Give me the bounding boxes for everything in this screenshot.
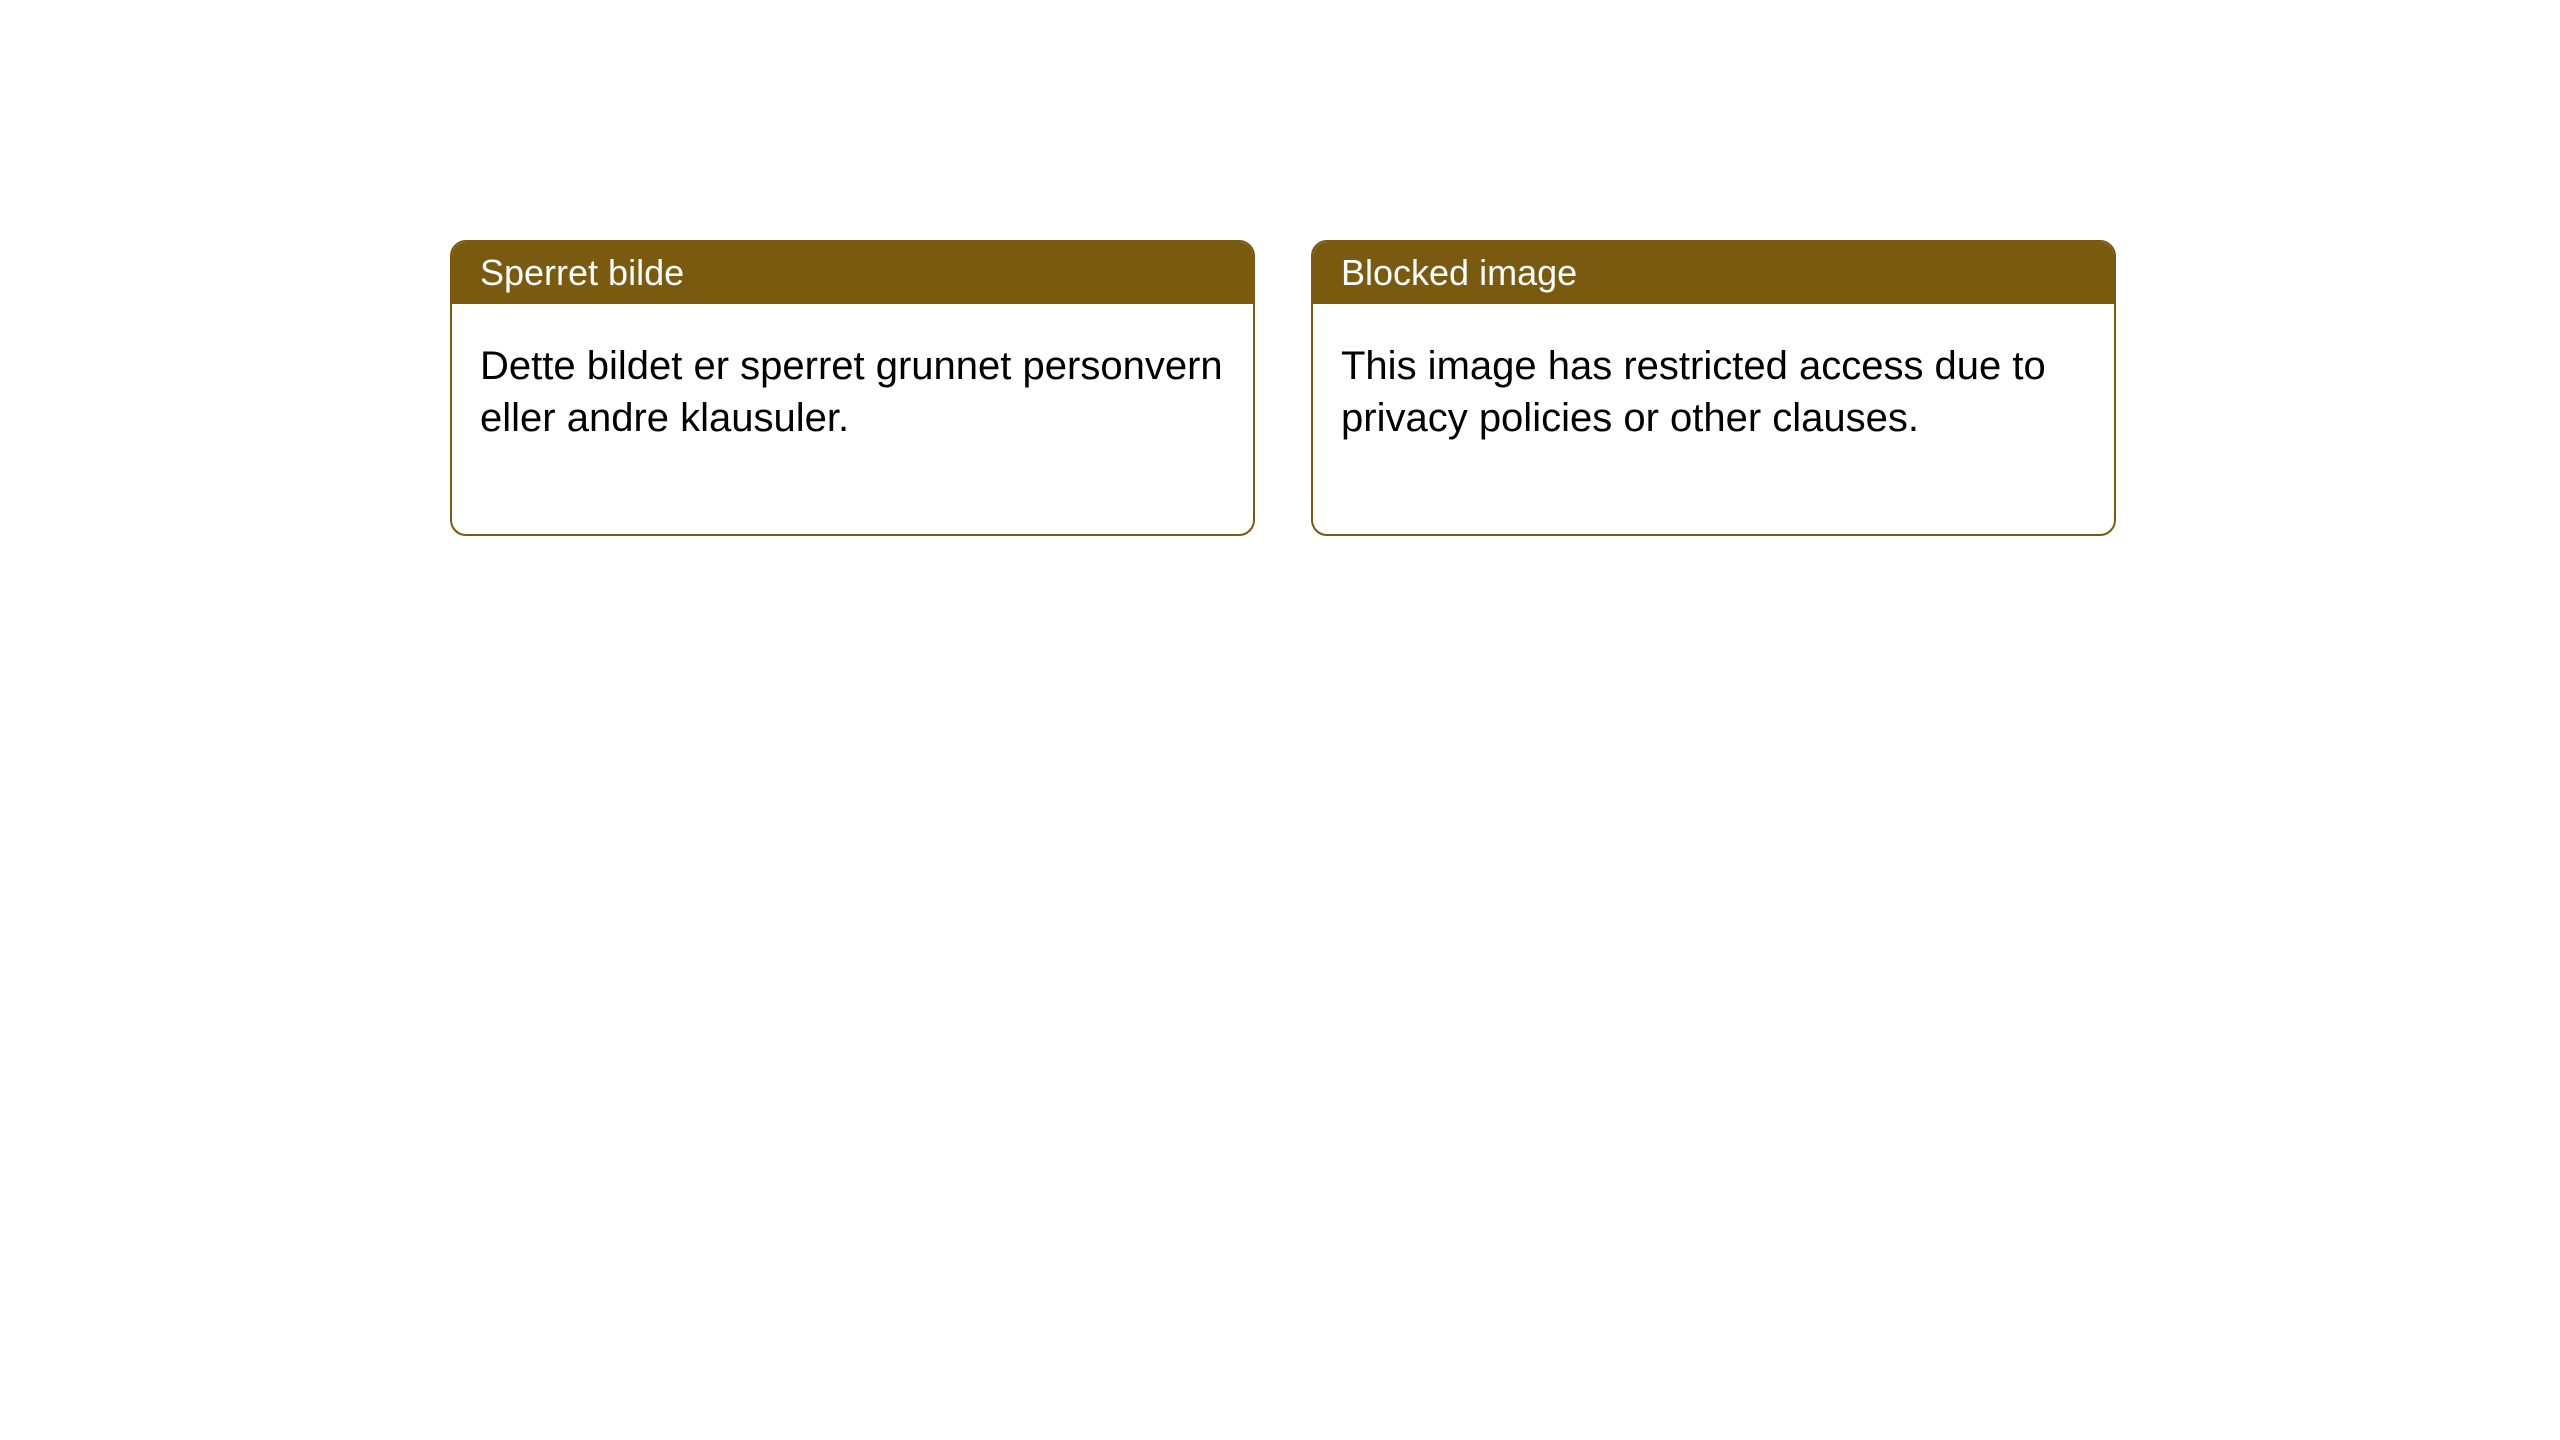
notice-text: Dette bildet er sperret grunnet personve… bbox=[480, 344, 1223, 440]
notice-header: Sperret bilde bbox=[452, 242, 1253, 304]
notice-body: This image has restricted access due to … bbox=[1313, 304, 2114, 534]
notice-container: Sperret bilde Dette bildet er sperret gr… bbox=[450, 240, 2116, 536]
notice-card-norwegian: Sperret bilde Dette bildet er sperret gr… bbox=[450, 240, 1255, 536]
notice-title: Sperret bilde bbox=[480, 252, 684, 293]
notice-title: Blocked image bbox=[1341, 252, 1577, 293]
notice-card-english: Blocked image This image has restricted … bbox=[1311, 240, 2116, 536]
notice-header: Blocked image bbox=[1313, 242, 2114, 304]
notice-body: Dette bildet er sperret grunnet personve… bbox=[452, 304, 1253, 534]
notice-text: This image has restricted access due to … bbox=[1341, 344, 2046, 440]
